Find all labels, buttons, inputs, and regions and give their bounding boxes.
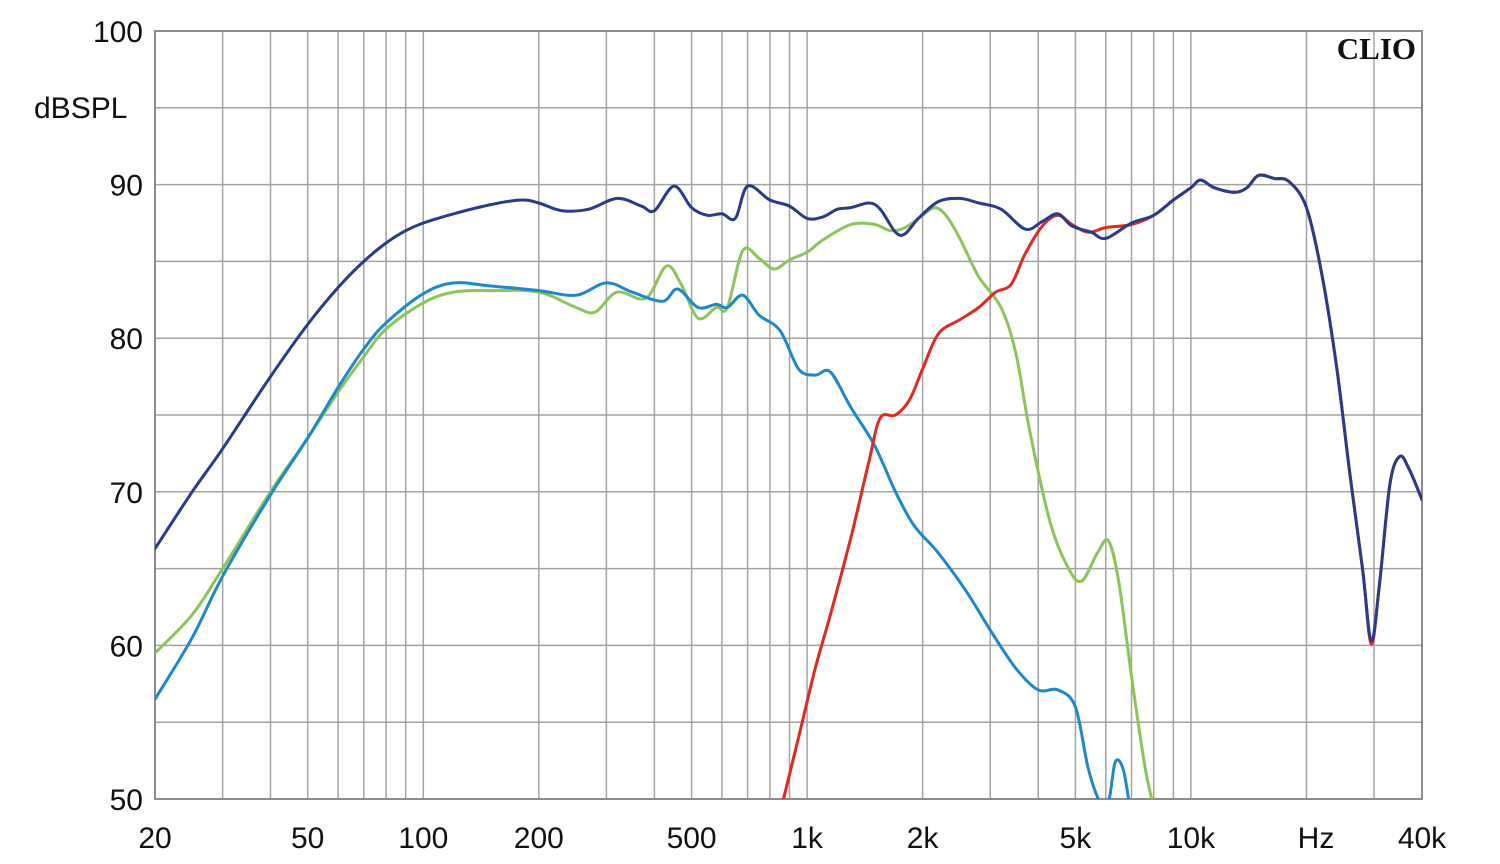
x-tick-label: 10k — [1167, 822, 1216, 855]
y-axis-label: dBSPL — [34, 92, 127, 125]
x-tick-label: 50 — [291, 822, 324, 855]
y-tick-label: 100 — [93, 16, 143, 49]
series-line-1 — [155, 206, 1154, 799]
y-tick-label: 90 — [110, 170, 143, 203]
brand-logo-text: CLIO — [1337, 31, 1416, 66]
y-tick-label: 70 — [110, 477, 143, 510]
x-tick-label: 5k — [1060, 822, 1093, 855]
x-tick-label: 100 — [398, 822, 448, 855]
y-tick-label: 60 — [110, 630, 143, 663]
y-tick-labels: 100 90 80 70 60 50 — [93, 16, 143, 817]
x-tick-label: 1k — [791, 822, 824, 855]
x-tick-label: 20 — [138, 822, 171, 855]
x-tick-label: 500 — [667, 822, 717, 855]
x-unit-label: Hz — [1298, 822, 1335, 855]
y-tick-label: 50 — [110, 784, 143, 817]
x-tick-label: 2k — [907, 822, 940, 855]
series-line-3 — [781, 173, 1422, 799]
y-tick-label: 80 — [110, 323, 143, 356]
plot-frame — [154, 30, 1423, 800]
series-group — [155, 173, 1422, 799]
x-tick-labels: 20 50 100 200 500 1k 2k 5k 10k 40k — [138, 822, 1447, 855]
series-line-4 — [155, 173, 1422, 643]
series-line-2 — [155, 281, 1131, 799]
grid — [154, 30, 1423, 800]
x-tick-label: 200 — [514, 822, 564, 855]
x-tick-label: 40k — [1398, 822, 1447, 855]
